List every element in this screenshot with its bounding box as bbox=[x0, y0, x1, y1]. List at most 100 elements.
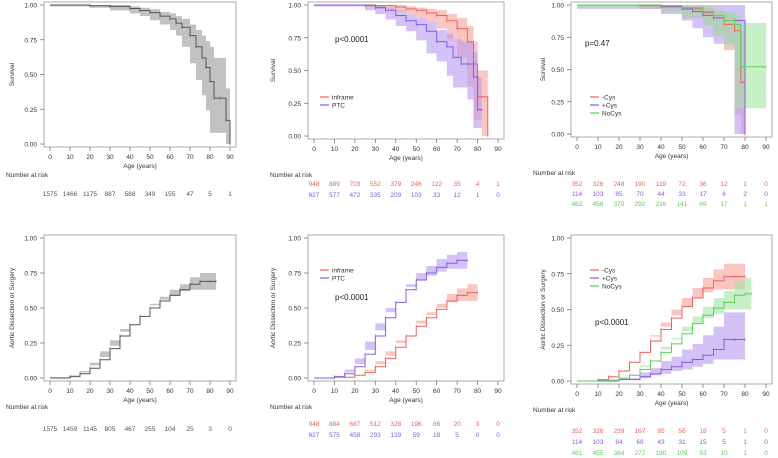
risk-value: 1 bbox=[743, 439, 747, 446]
risk-value: 109 bbox=[677, 450, 688, 457]
panel-p6: 0.00 0.25 0.50 0.75 1.00 Aortic Dissection or… bbox=[533, 234, 773, 457]
y-axis-label: Survival bbox=[270, 58, 277, 82]
x-tick-label: 50 bbox=[678, 391, 686, 398]
ci-band-PTC bbox=[314, 5, 482, 129]
risk-value: 6 bbox=[722, 191, 726, 198]
x-tick-label: 20 bbox=[615, 391, 623, 398]
risk-value: 552 bbox=[370, 181, 381, 188]
risk-value: 687 bbox=[349, 421, 360, 428]
x-axis-label: Age (years) bbox=[655, 400, 689, 407]
risk-value: 884 bbox=[329, 421, 340, 428]
risk-value: 33 bbox=[433, 192, 441, 199]
risk-value: 1 bbox=[743, 201, 747, 208]
x-tick-label: 10 bbox=[66, 388, 74, 395]
y-tick-label: 0.25 bbox=[24, 107, 37, 114]
risk-value: 4 bbox=[476, 181, 480, 188]
x-tick-label: 0 bbox=[575, 144, 579, 151]
risk-value: 103 bbox=[593, 191, 604, 198]
risk-value: 1 bbox=[764, 201, 768, 208]
risk-value: 1459 bbox=[63, 426, 78, 433]
legend-label: -Cys bbox=[602, 95, 616, 102]
y-tick-label: 0.50 bbox=[288, 306, 301, 313]
risk-value: 70 bbox=[636, 191, 644, 198]
ci-band-All bbox=[50, 273, 216, 378]
risk-value: 72 bbox=[678, 181, 686, 188]
risk-value: 472 bbox=[349, 192, 360, 199]
risk-value: 35 bbox=[453, 181, 461, 188]
x-tick-label: 0 bbox=[48, 388, 52, 395]
risk-value: 1 bbox=[228, 191, 232, 198]
risk-value: 56 bbox=[678, 428, 686, 435]
x-tick-label: 80 bbox=[741, 391, 749, 398]
risk-value: 10 bbox=[720, 450, 728, 457]
p-value: p=0.47 bbox=[585, 39, 610, 48]
risk-value: 190 bbox=[656, 450, 667, 457]
legend-label: inframe bbox=[332, 95, 354, 102]
risk-value: 0 bbox=[496, 192, 500, 199]
x-tick-label: 20 bbox=[615, 144, 623, 151]
legend-label: inframe bbox=[332, 268, 354, 275]
risk-value: 370 bbox=[614, 201, 625, 208]
x-tick-label: 40 bbox=[657, 144, 665, 151]
risk-value: 1575 bbox=[43, 426, 58, 433]
x-tick-label: 90 bbox=[226, 388, 234, 395]
x-tick-label: 30 bbox=[636, 391, 644, 398]
y-tick-label: 0.25 bbox=[551, 343, 564, 350]
risk-value: 0 bbox=[496, 432, 500, 439]
risk-value: 95 bbox=[657, 428, 665, 435]
risk-value: 47 bbox=[186, 191, 194, 198]
risk-value: 139 bbox=[390, 432, 401, 439]
km-curve-NoCys bbox=[577, 293, 752, 382]
x-tick-label: 60 bbox=[433, 388, 441, 395]
risk-value: 114 bbox=[572, 439, 583, 446]
risk-value: 575 bbox=[329, 432, 340, 439]
risk-value: 68 bbox=[636, 439, 644, 446]
x-tick-label: 70 bbox=[186, 388, 194, 395]
risk-value: 948 bbox=[309, 181, 320, 188]
risk-value: 190 bbox=[635, 181, 646, 188]
risk-value: 1 bbox=[743, 450, 747, 457]
x-tick-label: 70 bbox=[186, 154, 194, 161]
y-tick-label: 0.00 bbox=[551, 132, 564, 139]
risk-value: 577 bbox=[329, 192, 340, 199]
risk-value: 1575 bbox=[43, 191, 58, 198]
risk-table-label: Number at risk bbox=[270, 172, 313, 179]
risk-value: 248 bbox=[614, 181, 625, 188]
risk-value: 349 bbox=[145, 191, 156, 198]
legend-label: NoCys bbox=[602, 284, 622, 291]
y-axis-label: Aortic Dissection or Surgery bbox=[270, 267, 277, 348]
risk-value: 18 bbox=[433, 432, 441, 439]
risk-value: 455 bbox=[593, 450, 604, 457]
x-tick-label: 30 bbox=[372, 388, 380, 395]
risk-value: 293 bbox=[370, 432, 381, 439]
ci-band-All bbox=[50, 5, 230, 144]
y-tick-label: 0.00 bbox=[288, 134, 301, 141]
risk-value: 84 bbox=[615, 439, 623, 446]
risk-value: 458 bbox=[349, 432, 360, 439]
legend-label: -Cys bbox=[602, 268, 616, 275]
risk-value: 167 bbox=[635, 428, 646, 435]
risk-table-label: Number at risk bbox=[6, 404, 49, 411]
y-tick-label: 0.00 bbox=[551, 379, 564, 386]
risk-value: 588 bbox=[125, 191, 136, 198]
risk-table-label: Number at risk bbox=[533, 407, 576, 414]
risk-value: 805 bbox=[105, 426, 116, 433]
risk-value: 1 bbox=[743, 428, 747, 435]
x-tick-label: 40 bbox=[126, 388, 134, 395]
y-tick-label: 1.00 bbox=[24, 236, 37, 243]
ci-band-Cys bbox=[577, 312, 745, 381]
risk-value: 0 bbox=[764, 181, 768, 188]
panel-p4: 0.00 0.25 0.50 0.75 1.00 Aortic Dissection or… bbox=[6, 234, 237, 433]
x-tick-label: 20 bbox=[351, 388, 359, 395]
risk-value: 246 bbox=[411, 181, 422, 188]
y-tick-label: 1.00 bbox=[288, 236, 301, 243]
y-axis-label: Survival bbox=[540, 57, 547, 81]
y-axis-label: Survival bbox=[9, 62, 16, 86]
risk-value: 209 bbox=[390, 192, 401, 199]
ci-band-PTC bbox=[314, 252, 468, 378]
risk-value: 114 bbox=[572, 191, 583, 198]
legend-label: +Cys bbox=[602, 103, 618, 110]
x-tick-label: 60 bbox=[699, 391, 707, 398]
risk-value: 462 bbox=[572, 201, 583, 208]
